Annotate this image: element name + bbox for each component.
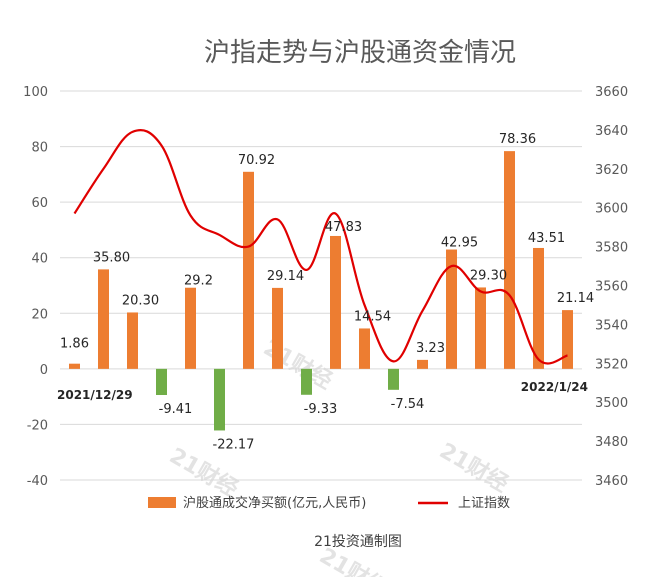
chart-title: 沪指走势与沪股通资金情况: [204, 38, 516, 68]
bar-data-label: 29.30: [470, 268, 507, 283]
bar: [156, 368, 167, 396]
bar: [330, 235, 341, 369]
bar: [533, 247, 544, 369]
right-tick-label: 3640: [595, 124, 628, 139]
bar: [562, 310, 573, 369]
source-caption: 21投资通制图: [314, 534, 402, 550]
bar-data-label: 3.23: [416, 341, 445, 356]
index-line: [73, 128, 568, 365]
right-tick-label: 3460: [595, 474, 628, 489]
bar-data-label: -22.17: [213, 437, 255, 452]
watermark-text: 21财经: [435, 438, 513, 498]
bar-data-label: 29.2: [184, 274, 213, 289]
x-label-start: 2021/12/29: [57, 388, 133, 402]
x-label-end: 2022/1/24: [521, 380, 588, 394]
bar: [475, 287, 486, 369]
bar-data-label: 42.95: [441, 236, 478, 251]
x-axis-labels: 2021/12/29 2022/1/24: [57, 380, 588, 402]
right-tick-label: 3580: [595, 241, 628, 256]
legend-bar-swatch: [148, 497, 176, 508]
watermark-text: 21财经: [259, 335, 337, 395]
bar-data-label: -7.54: [391, 397, 425, 412]
bar: [446, 249, 457, 369]
bar-data-label: 43.51: [528, 231, 565, 246]
bar: [504, 151, 515, 369]
bar-data-label: -9.33: [304, 402, 338, 417]
bar-data-label: 21.14: [557, 291, 594, 306]
legend-line-label: 上证指数: [458, 496, 510, 511]
legend: 沪股通成交净买额(亿元,人民币) 上证指数: [148, 495, 510, 511]
right-tick-label: 3620: [595, 163, 628, 178]
line-series: [73, 128, 568, 365]
bar: [185, 287, 196, 369]
legend-bar-label: 沪股通成交净买额(亿元,人民币): [183, 495, 366, 511]
bar: [69, 363, 80, 369]
right-tick-label: 3540: [595, 318, 628, 333]
bar: [301, 368, 312, 395]
bar-data-label: 14.54: [354, 309, 391, 324]
left-tick-label: 80: [31, 141, 48, 156]
bar-data-label: -9.41: [159, 402, 193, 417]
bar: [388, 368, 399, 390]
left-axis-ticks: -40 -20 0 20 40 60 80 100: [23, 85, 48, 489]
bar-data-label: 70.92: [238, 153, 275, 168]
bar-series: [69, 151, 573, 431]
left-tick-label: 0: [40, 363, 48, 378]
gridlines: [60, 90, 582, 481]
bar-data-label: 78.36: [499, 132, 536, 147]
right-tick-label: 3600: [595, 202, 628, 217]
right-tick-label: 3560: [595, 280, 628, 295]
bar: [417, 359, 428, 369]
right-tick-label: 3520: [595, 357, 628, 372]
left-tick-label: -40: [27, 474, 48, 489]
bar-data-label: 29.14: [267, 269, 304, 284]
bar-data-label: 1.86: [60, 337, 89, 352]
right-axis-ticks: 3460 3480 3500 3520 3540 3560 3580 3600 3620 3640…: [595, 85, 628, 489]
left-tick-label: 20: [31, 307, 48, 322]
right-tick-label: 3660: [595, 85, 628, 100]
left-tick-label: -20: [27, 418, 48, 433]
left-tick-label: 60: [31, 196, 48, 211]
bar: [214, 368, 225, 431]
bar-data-label: 35.80: [93, 250, 130, 265]
right-tick-label: 3500: [595, 396, 628, 411]
bar: [98, 269, 109, 369]
bar-data-label: 20.30: [122, 293, 159, 308]
left-tick-label: 40: [31, 252, 48, 267]
bar: [272, 287, 283, 369]
bar: [359, 328, 370, 369]
bar-data-label: 47.83: [325, 220, 362, 235]
bar: [243, 171, 254, 369]
left-tick-label: 100: [23, 85, 48, 100]
bar: [127, 312, 138, 369]
right-tick-label: 3480: [595, 435, 628, 450]
bar-data-labels: 1.86 35.80 20.30 -9.41 29.2 -22.17 70.92 29.14 -…: [60, 132, 594, 452]
